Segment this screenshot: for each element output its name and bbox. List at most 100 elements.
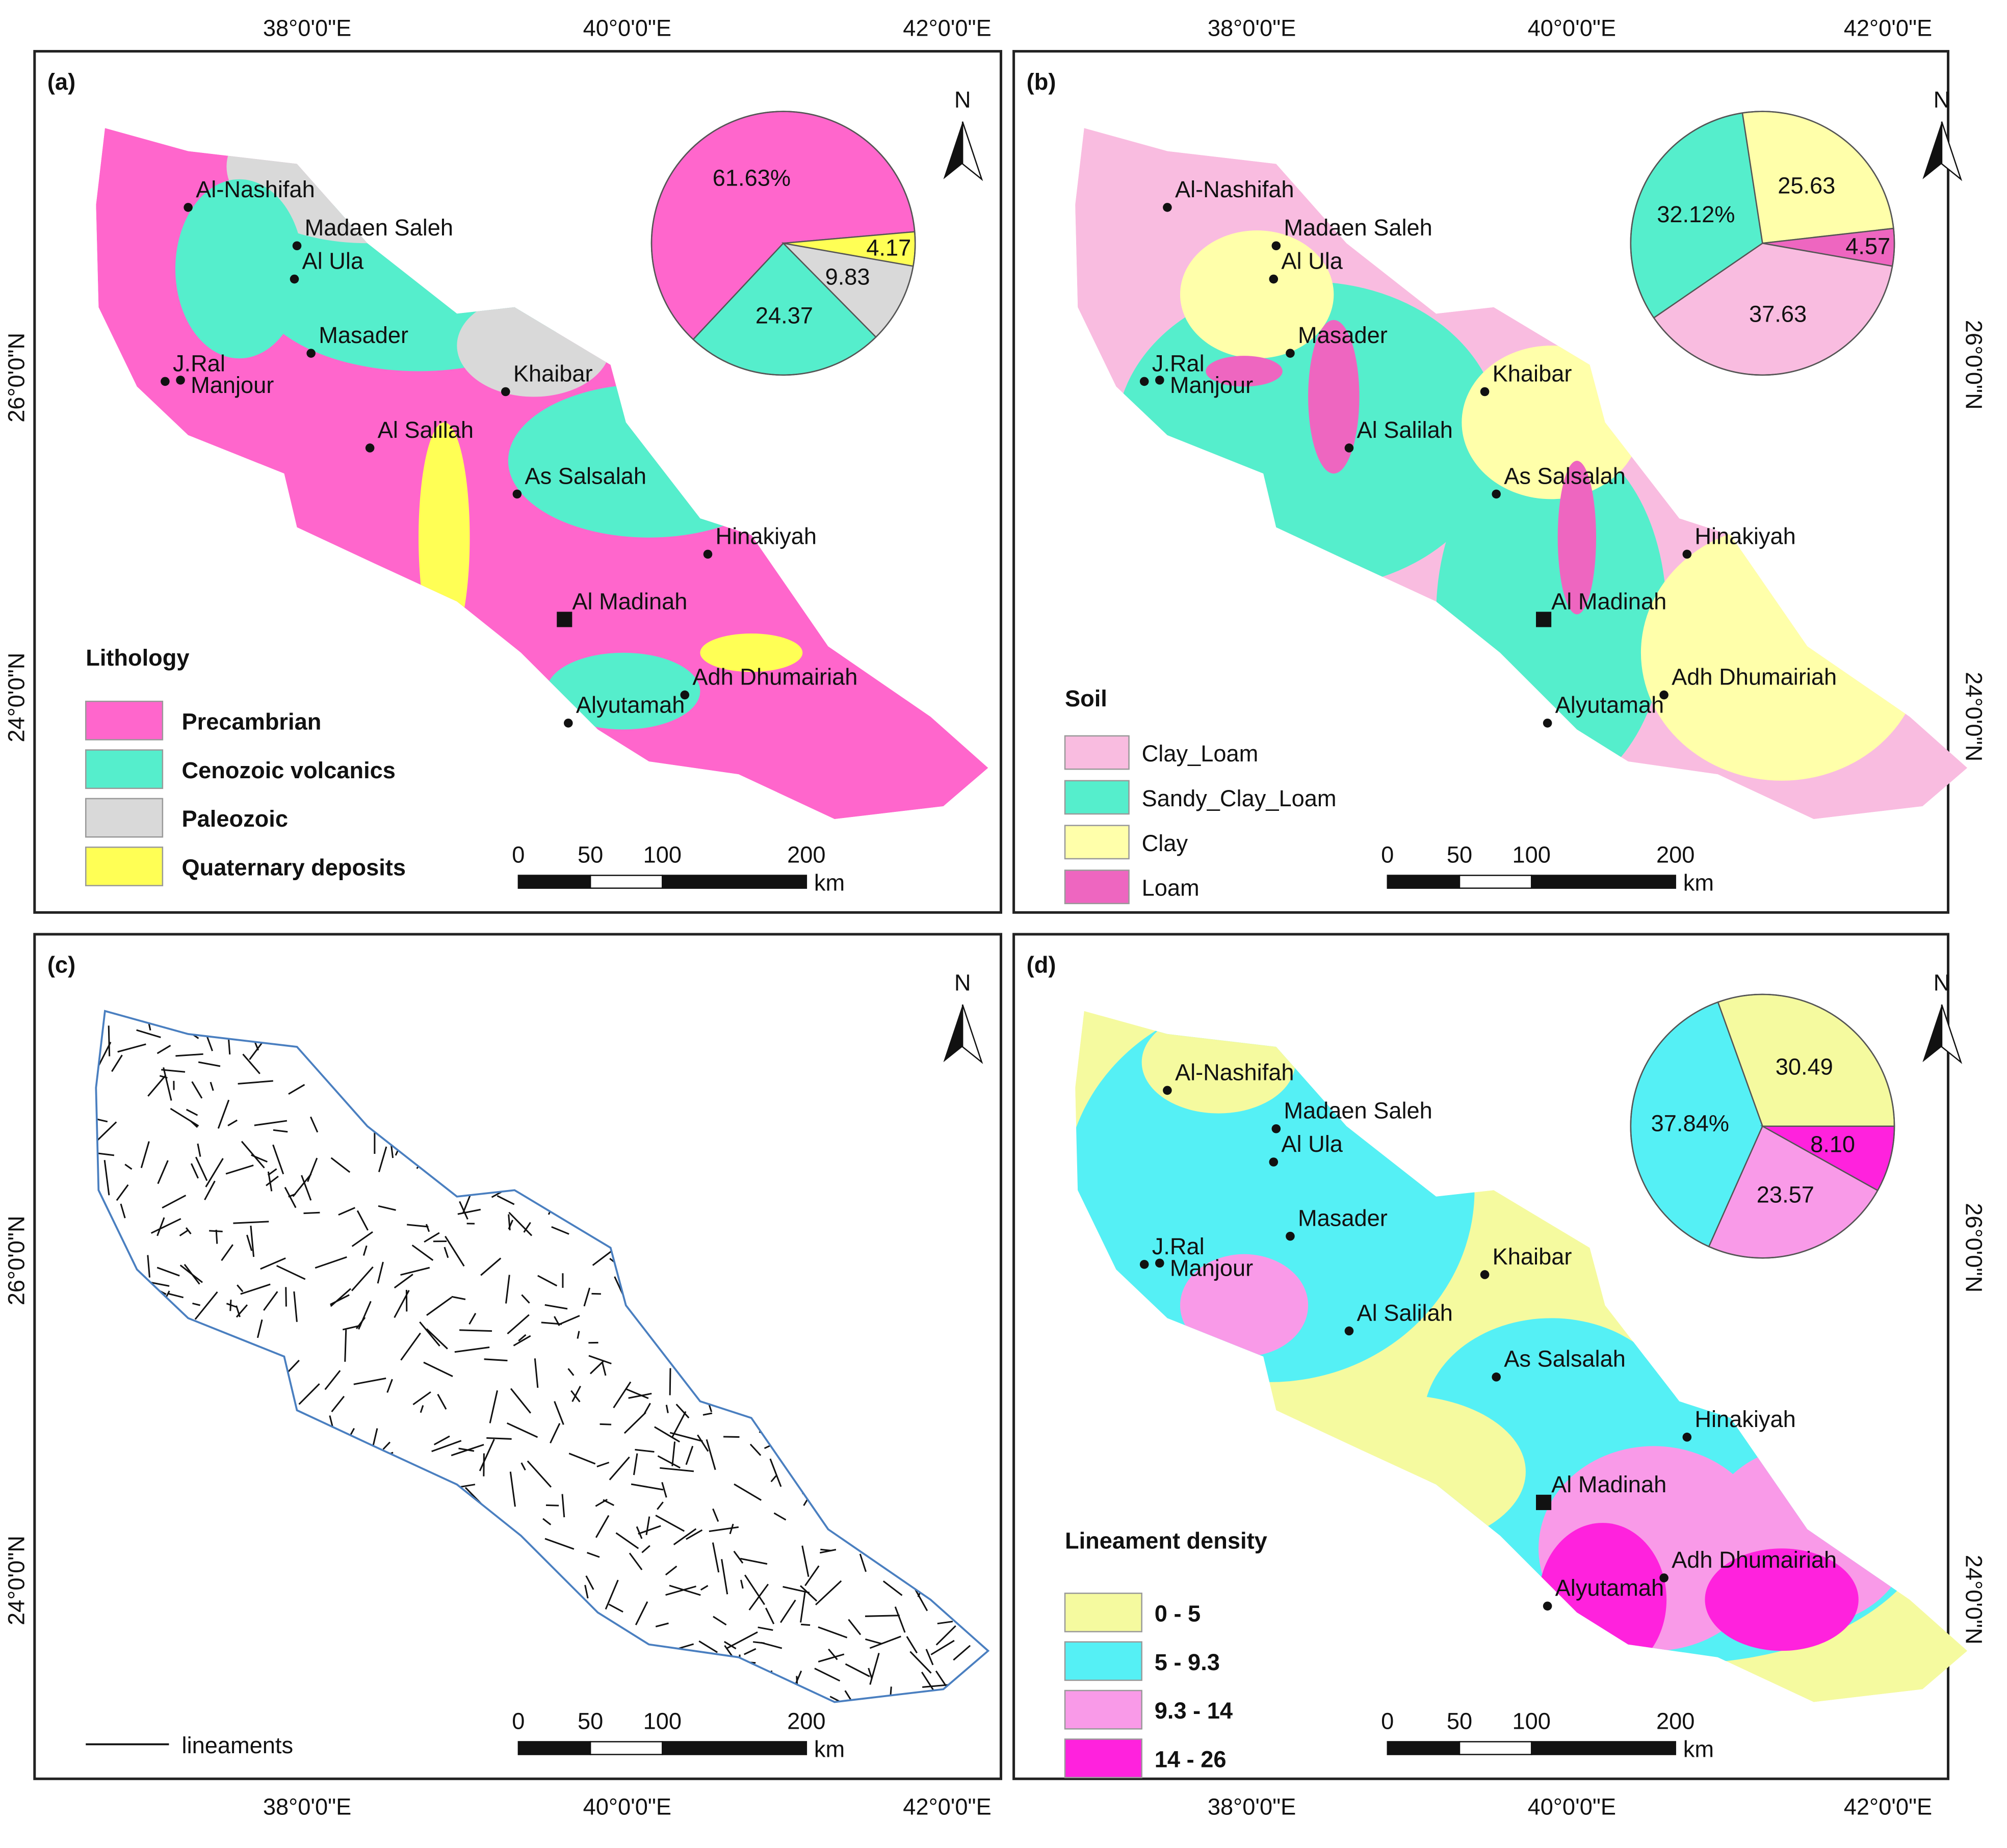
lineament	[784, 1097, 817, 1103]
lineament	[788, 1216, 794, 1225]
lineament	[651, 1146, 659, 1173]
lineament	[520, 1462, 526, 1471]
lineament	[749, 1237, 764, 1254]
lineament	[169, 1452, 177, 1473]
lineament	[915, 1522, 932, 1551]
legend-title: Soil	[1065, 685, 1107, 711]
lineament	[979, 1078, 988, 1101]
lineament	[869, 1653, 880, 1685]
lineament	[333, 1604, 341, 1624]
city-label: Al Salilah	[1357, 1300, 1452, 1326]
lineament	[621, 1679, 628, 1687]
city-marker	[1536, 1494, 1552, 1510]
pie-label: 30.49	[1776, 1053, 1833, 1079]
lineament	[214, 1617, 241, 1636]
lineament	[525, 1108, 530, 1120]
lineament	[338, 1625, 366, 1647]
city-label: As Salsalah	[525, 463, 646, 489]
lineament	[701, 1322, 724, 1329]
lineament	[849, 1445, 864, 1451]
lineament	[831, 1064, 850, 1075]
city-marker	[1480, 1270, 1490, 1279]
lineament	[861, 1485, 866, 1499]
lineament	[113, 1402, 118, 1415]
lineament	[427, 1638, 447, 1654]
lineament	[835, 1238, 858, 1240]
city-label: Madaen Saleh	[1284, 1098, 1432, 1124]
lineament	[804, 1565, 820, 1587]
legend-swatch	[1064, 869, 1130, 905]
lineament	[198, 1061, 221, 1067]
lineament	[879, 1194, 906, 1206]
lineament	[838, 1171, 850, 1198]
lineament	[910, 1488, 923, 1515]
legend-swatch	[85, 700, 164, 741]
lineament	[197, 1490, 207, 1495]
lineament	[864, 1465, 881, 1468]
lineament	[160, 1549, 183, 1579]
lineament	[992, 1340, 1006, 1357]
lineament	[267, 1171, 273, 1192]
lineament	[982, 1329, 988, 1355]
lineament	[462, 1053, 466, 1073]
lineament	[712, 1508, 719, 1522]
lineament	[816, 1128, 836, 1136]
latitude-label: 24°0'0"N	[1961, 672, 1987, 761]
panel-tag: (d)	[1027, 952, 1056, 978]
pie-label: 37.84%	[1651, 1111, 1729, 1137]
lineament	[399, 1536, 402, 1570]
lineament	[817, 1197, 828, 1215]
lineament	[230, 1527, 245, 1547]
lineament	[157, 1266, 180, 1277]
lineament	[303, 1211, 320, 1215]
lineament	[790, 1298, 812, 1319]
lineament	[567, 1674, 576, 1677]
lineament	[96, 1589, 99, 1599]
lineament	[597, 1617, 607, 1626]
lineament	[330, 1288, 352, 1307]
lineament	[170, 1406, 188, 1428]
lineament	[803, 1477, 821, 1506]
lineament	[609, 1456, 630, 1481]
lineament	[479, 1439, 495, 1471]
lineament	[815, 1580, 842, 1605]
lineament	[301, 1175, 312, 1201]
lineament	[204, 1487, 224, 1506]
lineament	[818, 1626, 848, 1639]
lineament	[856, 1242, 879, 1251]
lineament	[777, 1089, 793, 1115]
lineament	[486, 1594, 512, 1597]
scale-tick-label: 50	[1447, 841, 1472, 867]
lineament	[859, 1171, 872, 1179]
lineament	[386, 1379, 393, 1393]
lineament	[700, 1585, 709, 1591]
lineament	[826, 1338, 850, 1346]
lineament	[146, 1711, 158, 1728]
lineament	[310, 1572, 326, 1580]
lineament	[752, 1366, 764, 1393]
lineament	[529, 1034, 547, 1067]
lineament	[407, 1224, 429, 1228]
lineament	[734, 1249, 760, 1255]
scale-bar-segment	[662, 1741, 807, 1755]
lineament	[813, 1394, 837, 1405]
city-label: Manjour	[191, 372, 274, 398]
lineament	[247, 1588, 279, 1594]
lineament	[330, 1157, 351, 1173]
lineament	[829, 1051, 842, 1063]
pie-label: 9.83	[825, 263, 870, 289]
lineament	[458, 1447, 475, 1452]
lineament	[331, 1395, 345, 1412]
lineament	[841, 1092, 844, 1119]
lineament	[584, 1585, 589, 1599]
lineament	[412, 1391, 431, 1406]
lineament	[390, 1466, 399, 1484]
lineament	[461, 1122, 476, 1130]
legend-swatch	[1064, 1738, 1142, 1778]
lineament	[216, 1712, 234, 1734]
lineament	[830, 1503, 852, 1523]
lineament	[734, 1483, 762, 1501]
legend-label: Loam	[1142, 875, 1200, 901]
lineament	[96, 1322, 118, 1331]
